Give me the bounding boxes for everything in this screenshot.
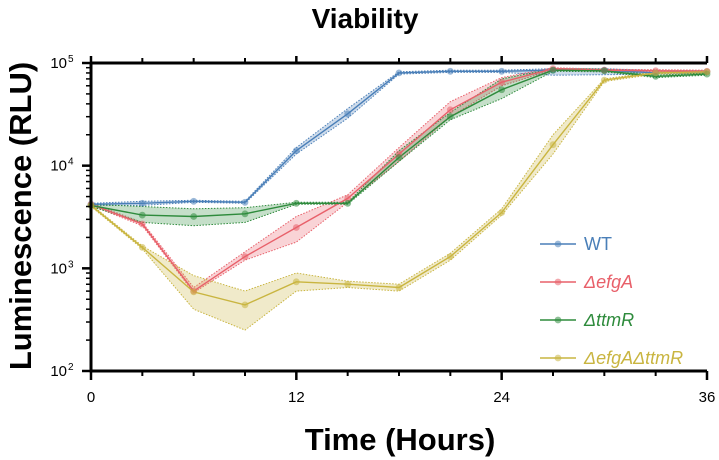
series-4-band-upper <box>90 70 708 292</box>
y-axis-label: Luminescence (RLU) <box>3 62 38 370</box>
series-1-line <box>90 69 708 205</box>
series-2-line <box>90 67 708 293</box>
y-tick-exponent: 4 <box>68 157 74 168</box>
series-2-band-upper <box>90 67 708 289</box>
series-4-point <box>703 68 711 76</box>
y-tick-exponent: 3 <box>68 259 74 270</box>
series-1-point <box>241 198 249 206</box>
legend-label: ΔefgAΔttmR <box>583 348 683 368</box>
y-tick-exponent: 2 <box>68 362 74 373</box>
legend-marker <box>554 278 562 286</box>
series-2-point <box>446 106 454 114</box>
series-3-band-upper <box>90 68 708 210</box>
series-lines <box>90 67 708 306</box>
y-tick-label: 10 <box>50 260 67 277</box>
chart-title: Viability <box>312 3 419 34</box>
series-4-point <box>292 278 300 286</box>
series-4-point <box>446 253 454 260</box>
series-2-band <box>91 67 707 293</box>
series-1-point <box>138 199 146 207</box>
series-1-band-upper <box>90 68 707 204</box>
series-2-point <box>138 220 146 228</box>
series-2-point <box>344 195 352 202</box>
series-4-point <box>600 76 608 84</box>
series-3-band <box>91 68 707 226</box>
series-3-point <box>446 113 454 121</box>
series-1-point <box>395 69 403 77</box>
y-tick-label: 10 <box>50 55 67 72</box>
series-2-point <box>292 224 300 231</box>
series-1-point <box>292 147 300 155</box>
series-4-point <box>344 280 352 288</box>
series-4-point <box>138 244 146 251</box>
series-1-point <box>190 197 198 205</box>
series-4-point <box>190 288 198 296</box>
series-4-point <box>652 69 660 77</box>
x-tick-label: 12 <box>288 389 305 406</box>
y-tick-label: 10 <box>50 158 67 175</box>
series-4-point <box>498 209 506 216</box>
series-3-point <box>241 210 249 218</box>
series-3-point <box>549 66 557 74</box>
series-3-band-lower <box>90 70 708 227</box>
legend-label: ΔefgA <box>583 272 633 292</box>
legend-marker <box>554 240 562 248</box>
x-tick-label: 0 <box>87 389 95 406</box>
series-3-point <box>292 199 300 207</box>
series-3-point <box>344 199 352 207</box>
series-3-line <box>90 69 708 218</box>
series-3-point <box>138 211 146 219</box>
y-tick-label: 10 <box>50 363 67 380</box>
series-4-point <box>241 301 249 309</box>
legend-marker <box>554 354 562 362</box>
series-2-band-lower <box>90 69 708 294</box>
series-3-point <box>498 86 506 94</box>
x-tick-label: 36 <box>699 389 716 406</box>
series-1-band <box>91 68 707 206</box>
series-3-point <box>395 154 403 161</box>
y-tick-exponent: 5 <box>68 54 74 65</box>
x-tick-label: 24 <box>493 389 510 406</box>
series-4-band <box>91 70 707 331</box>
series-1-band-lower <box>91 71 708 206</box>
series-2-point <box>498 78 506 86</box>
x-axis-label: Time (Hours) <box>305 422 496 457</box>
series-1-point <box>498 67 506 75</box>
legend-marker <box>554 316 562 324</box>
series-2-point <box>241 253 249 260</box>
series-1-point <box>446 67 454 75</box>
series-3-point <box>600 67 608 75</box>
series-3-point <box>190 213 198 220</box>
series-1-point <box>344 110 352 118</box>
series-points <box>87 65 711 309</box>
series-4-point <box>549 141 557 149</box>
legend-label: ΔttmR <box>583 310 634 330</box>
legend-label: WT <box>584 234 612 254</box>
series-4-point <box>395 284 403 291</box>
